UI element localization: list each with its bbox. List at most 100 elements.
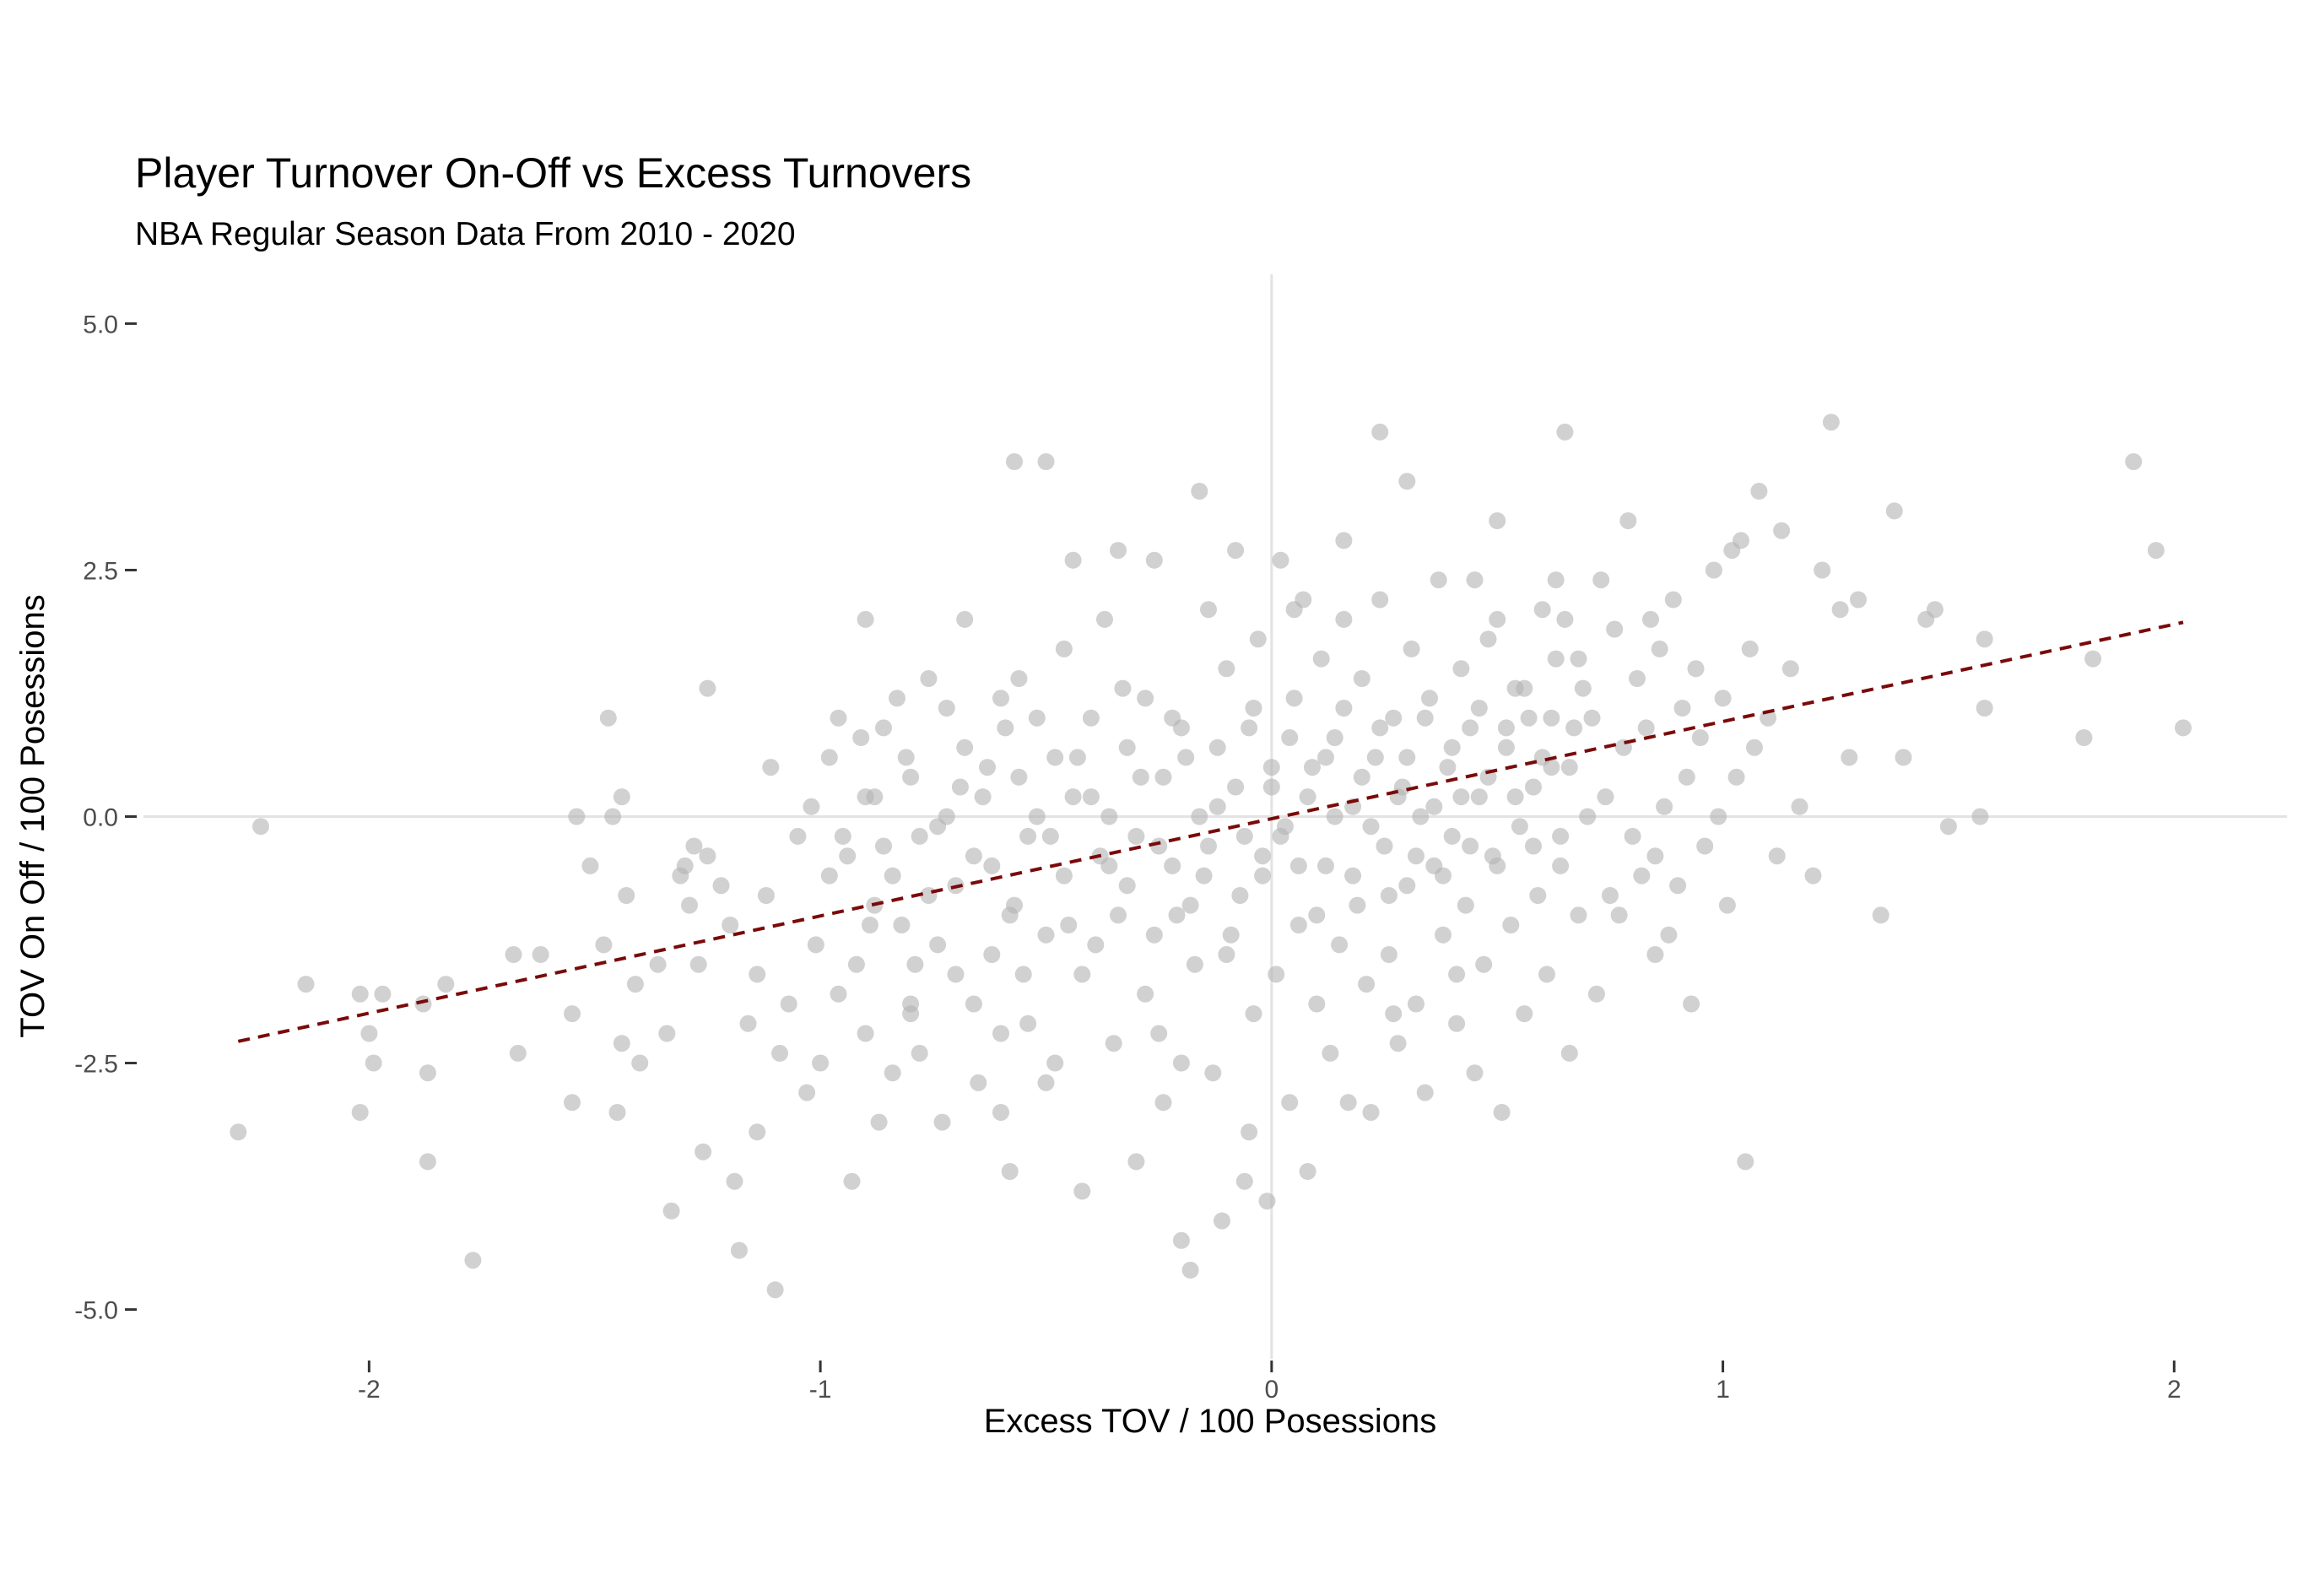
data-point — [1804, 867, 1822, 885]
data-point — [1191, 808, 1208, 825]
data-point — [695, 1143, 712, 1160]
data-point — [739, 1014, 757, 1032]
data-point — [1289, 857, 1307, 874]
data-point — [1001, 906, 1019, 924]
data-point — [1850, 591, 1867, 609]
data-point — [1412, 808, 1430, 825]
data-point — [906, 955, 924, 973]
data-point — [1060, 917, 1078, 933]
data-point — [1055, 640, 1073, 657]
data-point — [1037, 926, 1055, 944]
y-tick-label: -2.5 — [74, 1051, 118, 1079]
data-point — [1150, 1025, 1168, 1042]
data-point — [1646, 946, 1664, 963]
data-point — [1376, 837, 1393, 855]
data-point — [1470, 700, 1488, 717]
data-point — [1208, 738, 1226, 756]
data-point — [1629, 670, 1646, 687]
data-point — [1137, 690, 1154, 707]
data-point — [1398, 473, 1416, 490]
data-point — [1733, 532, 1749, 549]
data-point — [1132, 768, 1149, 786]
data-point — [1235, 1172, 1253, 1190]
data-point — [1010, 768, 1028, 786]
data-point — [1683, 995, 1700, 1013]
data-point — [1335, 700, 1353, 717]
data-point — [951, 778, 969, 796]
data-point — [1705, 561, 1722, 579]
data-point — [983, 857, 1001, 874]
data-point — [1525, 837, 1542, 855]
data-point — [1669, 877, 1687, 895]
data-point — [1479, 630, 1497, 648]
data-point — [374, 985, 392, 1003]
x-tick-label: 0 — [1264, 1376, 1279, 1404]
data-point — [1403, 640, 1420, 657]
data-point — [884, 1064, 901, 1082]
data-point — [1452, 788, 1470, 806]
data-point — [1245, 1005, 1262, 1023]
data-point — [920, 670, 938, 687]
data-point — [1543, 709, 1560, 727]
data-point — [789, 827, 807, 845]
data-point — [1939, 818, 1957, 836]
data-point — [1208, 798, 1226, 815]
data-point — [1014, 966, 1032, 983]
data-point — [1326, 808, 1343, 825]
data-point — [830, 709, 847, 727]
data-point — [1583, 709, 1601, 727]
data-point — [1299, 788, 1316, 806]
data-point — [1172, 719, 1190, 737]
data-point — [1479, 768, 1497, 786]
data-point — [852, 729, 870, 746]
data-point — [1137, 985, 1154, 1003]
data-point — [1750, 483, 1768, 500]
data-point — [1547, 650, 1565, 668]
data-point — [1408, 847, 1425, 865]
data-point — [626, 976, 644, 993]
data-point — [1308, 906, 1326, 924]
x-tick-label: -2 — [358, 1376, 381, 1404]
data-point — [992, 690, 1009, 707]
data-point — [1358, 976, 1376, 993]
data-point — [1533, 601, 1551, 619]
data-point — [1262, 778, 1280, 796]
data-point — [1317, 857, 1334, 874]
data-point — [857, 610, 874, 628]
data-point — [595, 936, 613, 954]
data-point — [689, 955, 707, 973]
data-point — [1037, 453, 1055, 470]
data-point — [1195, 867, 1213, 885]
data-point — [685, 837, 703, 855]
data-point — [875, 719, 892, 737]
data-point — [1353, 670, 1370, 687]
data-point — [1168, 906, 1186, 924]
data-points — [230, 414, 2192, 1299]
data-point — [1489, 857, 1506, 874]
data-point — [1082, 709, 1100, 727]
data-point — [780, 995, 797, 1013]
data-point — [1200, 837, 1217, 855]
data-point — [1362, 1104, 1380, 1121]
data-point — [1430, 571, 1447, 589]
data-point — [699, 847, 716, 865]
data-point — [662, 1202, 680, 1220]
data-point — [1322, 1044, 1339, 1062]
data-point — [812, 1054, 830, 1072]
data-point — [1425, 798, 1443, 815]
data-point — [730, 1242, 748, 1259]
data-point — [1285, 690, 1303, 707]
data-point — [1186, 955, 1203, 973]
data-point — [1082, 788, 1100, 806]
data-point — [1637, 719, 1655, 737]
data-point — [771, 1044, 788, 1062]
data-point — [820, 867, 838, 885]
data-point — [884, 867, 901, 885]
y-tick-label: -5.0 — [74, 1297, 118, 1325]
data-point — [1646, 847, 1664, 865]
data-point — [956, 738, 974, 756]
data-point — [1624, 827, 1641, 845]
data-point — [1606, 620, 1624, 638]
data-point — [1227, 542, 1245, 560]
data-point — [1312, 650, 1330, 668]
